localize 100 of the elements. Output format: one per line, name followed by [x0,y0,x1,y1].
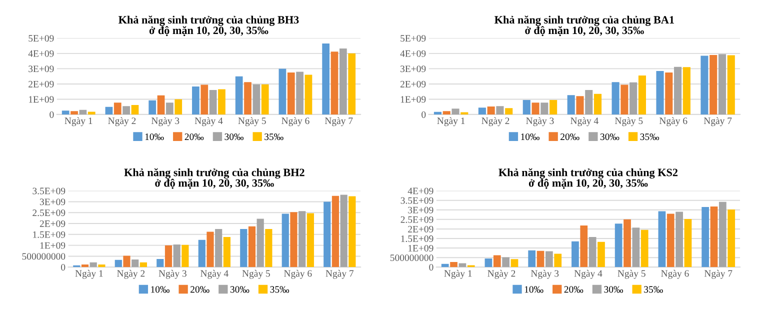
x-tick-label: Ngày 7 [326,270,354,279]
bar [164,245,172,268]
y-tick-label: 500000000 [390,254,434,262]
legend-label: 20‰ [564,286,584,293]
bar [567,95,575,114]
bar [540,102,548,114]
x-tick-label: Ngày 4 [570,117,598,126]
y-tick-label: 4E+09 [408,188,434,194]
bar [478,108,486,114]
bar [298,211,306,268]
y-tick-label: 3E+09 [408,206,434,214]
bar [594,94,602,114]
x-tick-label: Ngày 3 [158,270,186,279]
bar [88,112,96,114]
bar [70,111,78,114]
y-tick-label: 2E+09 [28,80,54,88]
bar [496,106,504,114]
bar [278,68,286,114]
bar [324,202,331,268]
bar [173,244,180,268]
bar [330,52,338,114]
x-tick-label: Ngày 1 [75,270,103,279]
bar [287,72,295,114]
legend-label: 35‰ [264,134,284,140]
x-tick-label: Ngày 7 [704,117,732,126]
bar [235,76,243,114]
legend-label: 10‰ [521,134,540,140]
bar [105,106,113,114]
y-tick-label: 2.5E+09 [32,210,66,216]
bar [510,259,518,268]
bar [554,254,562,268]
bar [585,90,593,114]
bar [442,111,450,114]
x-tick-label: Ngày 2 [488,270,516,279]
bar [487,106,495,114]
y-tick-label: 3E+09 [40,198,66,206]
bar [200,84,208,114]
bar [332,196,340,268]
bar [588,236,596,268]
bar [624,219,631,268]
bar [656,70,664,114]
bar [148,100,156,114]
chart-title: Khả năng sinh trưởng của chủng BA1 ở độ mặn 10, 20, 30, 35‰ [494,16,674,36]
bar [304,74,312,114]
x-tick-label: Ngày 3 [526,117,554,126]
bar [598,242,605,268]
x-tick-label: Ngày 1 [444,270,472,279]
bar [728,210,736,268]
bar [700,56,708,114]
bar [532,102,540,114]
bar [576,96,584,114]
x-tick-label: Ngày 6 [661,270,689,279]
bar [658,211,666,268]
bar [727,55,735,114]
bar [123,256,130,268]
bar [206,232,214,268]
chart-title: Khả năng sinh trưởng của chủng BH3 ở độ mặn 10, 20, 30, 35‰ [118,16,299,36]
bar [140,262,147,268]
bar [718,202,726,268]
y-tick-label: 3E+09 [400,66,426,72]
bar [528,250,536,268]
bar [252,84,260,114]
legend-label: 20‰ [190,286,210,293]
y-tick-label: 500000000 [22,253,66,260]
x-tick-label: Ngày 3 [151,117,180,126]
y-tick-label: 4E+09 [28,50,54,57]
x-tick-label: Ngày 6 [659,117,688,126]
x-tick-label: Ngày 1 [437,117,465,126]
bar [198,240,206,268]
x-tick-label: Ngày 6 [284,270,312,279]
bar [261,84,269,114]
bar [322,44,330,114]
x-tick-label: Ngày 1 [64,117,92,126]
legend-label: 20‰ [560,134,580,140]
bar [450,262,458,268]
bar [580,226,588,268]
bar [632,228,640,268]
bar [550,100,558,114]
legend-label: 30‰ [600,134,620,140]
bar [174,99,182,114]
chart-title: Khả năng sinh trưởng của chủng BH2 ở độ mặn 10, 20, 30, 35‰ [124,168,304,189]
bar [209,90,217,114]
x-tick-label: Ngày 7 [324,117,353,126]
bar [348,196,356,268]
bar [306,213,314,268]
y-tick-label: 2E+09 [408,226,434,232]
legend-label: 10‰ [145,134,164,140]
x-tick-label: Ngày 5 [238,117,266,126]
bar [572,241,579,268]
bar [640,230,648,268]
y-tick-label: 1E+09 [40,242,66,249]
bar [192,86,200,114]
x-tick-label: Ngày 3 [530,270,559,279]
bar [79,110,87,114]
x-tick-label: Ngày 2 [108,117,136,126]
bar [240,228,248,268]
bar [522,100,530,114]
y-tick-label: 1.5E+09 [33,231,66,238]
y-tick-label: 5E+09 [28,35,54,42]
y-tick-label: 2E+09 [40,220,66,227]
